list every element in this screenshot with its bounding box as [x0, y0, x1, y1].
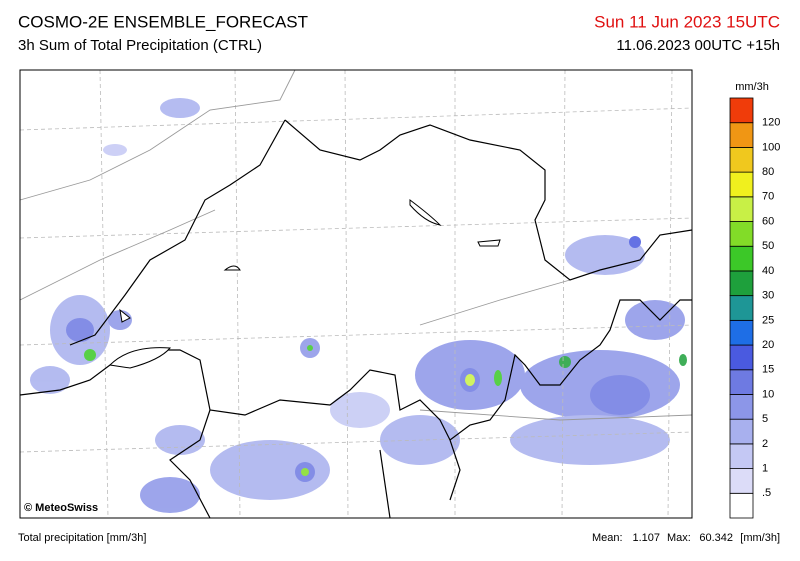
legend-swatch: [729, 122, 754, 148]
legend-swatch: [729, 270, 754, 297]
legend-swatch: [729, 97, 754, 124]
footer-unit: [mm/3h]: [740, 532, 780, 544]
legend-label: 50: [762, 240, 774, 252]
run-time: 11.06.2023 00UTC +15h: [616, 37, 780, 54]
legend-label: 15: [762, 364, 774, 376]
legend-swatch: [729, 319, 754, 346]
legend-label: 10: [762, 388, 774, 400]
legend-label: 5: [762, 413, 768, 425]
legend-label: 25: [762, 314, 774, 326]
mean-label: Mean:: [592, 532, 623, 544]
legend-swatch: [729, 394, 754, 420]
legend-swatch: [729, 147, 754, 173]
legend-unit: mm/3h: [735, 81, 769, 93]
legend-swatch: [729, 196, 754, 222]
legend-swatch: [729, 468, 754, 494]
legend-label: 30: [762, 290, 774, 302]
legend-swatch: [729, 245, 754, 272]
footer-left: Total precipitation [mm/3h]: [18, 532, 146, 544]
legend-label: 20: [762, 339, 774, 351]
max-label: Max:: [667, 532, 691, 544]
legend-label: 1: [762, 462, 768, 474]
legend-label: 2: [762, 438, 768, 450]
legend-swatch: [729, 221, 754, 247]
legend-swatch: [729, 344, 754, 371]
legend-swatch: [729, 443, 754, 469]
mean-value: 1.107: [632, 532, 660, 544]
max-value: 60.342: [699, 532, 733, 544]
legend-label: 80: [762, 166, 774, 178]
legend-swatch: [729, 171, 754, 198]
legend-swatch: [729, 369, 754, 395]
legend-label: 40: [762, 265, 774, 277]
legend-label: .5: [762, 487, 771, 499]
credit: © MeteoSwiss: [24, 502, 98, 514]
legend-swatch: [729, 492, 754, 519]
legend-label: 60: [762, 215, 774, 227]
legend-swatch: [729, 295, 754, 321]
legend-label: 100: [762, 141, 780, 153]
valid-time: Sun 11 Jun 2023 15UTC: [594, 12, 780, 31]
legend-swatch: [729, 418, 754, 445]
title: COSMO-2E ENSEMBLE_FORECAST: [18, 12, 308, 31]
legend-label: 70: [762, 191, 774, 203]
legend-label: 120: [762, 117, 780, 129]
subtitle: 3h Sum of Total Precipitation (CTRL): [18, 37, 262, 54]
map: © MeteoSwiss: [19, 69, 693, 519]
